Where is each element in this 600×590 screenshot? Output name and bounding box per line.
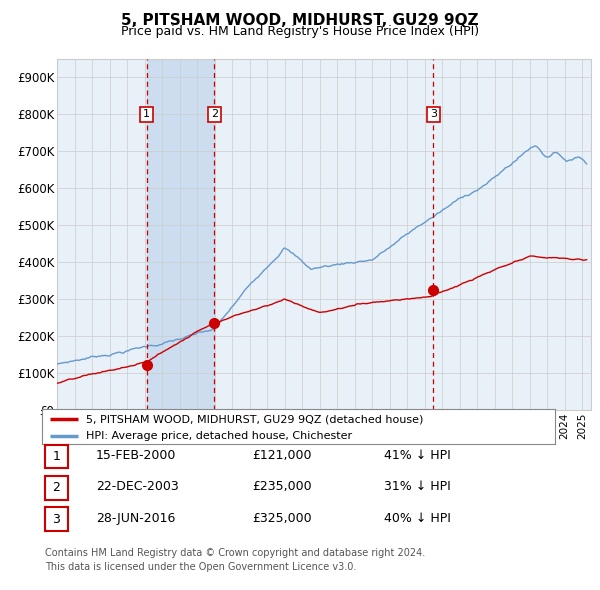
Text: 5, PITSHAM WOOD, MIDHURST, GU29 9QZ (detached house): 5, PITSHAM WOOD, MIDHURST, GU29 9QZ (det… (86, 414, 423, 424)
Bar (146, 59, 214, 410)
Text: 2: 2 (52, 481, 61, 494)
Text: 40% ↓ HPI: 40% ↓ HPI (384, 512, 451, 525)
Text: 2: 2 (211, 109, 218, 119)
Text: 41% ↓ HPI: 41% ↓ HPI (384, 449, 451, 462)
Text: This data is licensed under the Open Government Licence v3.0.: This data is licensed under the Open Gov… (45, 562, 356, 572)
Text: 31% ↓ HPI: 31% ↓ HPI (384, 480, 451, 493)
Text: Contains HM Land Registry data © Crown copyright and database right 2024.: Contains HM Land Registry data © Crown c… (45, 548, 425, 558)
Text: £121,000: £121,000 (252, 449, 311, 462)
Text: HPI: Average price, detached house, Chichester: HPI: Average price, detached house, Chic… (86, 431, 352, 441)
Text: 28-JUN-2016: 28-JUN-2016 (96, 512, 175, 525)
Text: 15-FEB-2000: 15-FEB-2000 (96, 449, 176, 462)
Text: 1: 1 (143, 109, 150, 119)
Text: 3: 3 (430, 109, 437, 119)
Text: 1: 1 (52, 450, 61, 463)
Text: £235,000: £235,000 (252, 480, 311, 493)
Text: £325,000: £325,000 (252, 512, 311, 525)
Text: 3: 3 (52, 513, 61, 526)
Text: Price paid vs. HM Land Registry's House Price Index (HPI): Price paid vs. HM Land Registry's House … (121, 25, 479, 38)
Text: 5, PITSHAM WOOD, MIDHURST, GU29 9QZ: 5, PITSHAM WOOD, MIDHURST, GU29 9QZ (121, 13, 479, 28)
Text: 22-DEC-2003: 22-DEC-2003 (96, 480, 179, 493)
